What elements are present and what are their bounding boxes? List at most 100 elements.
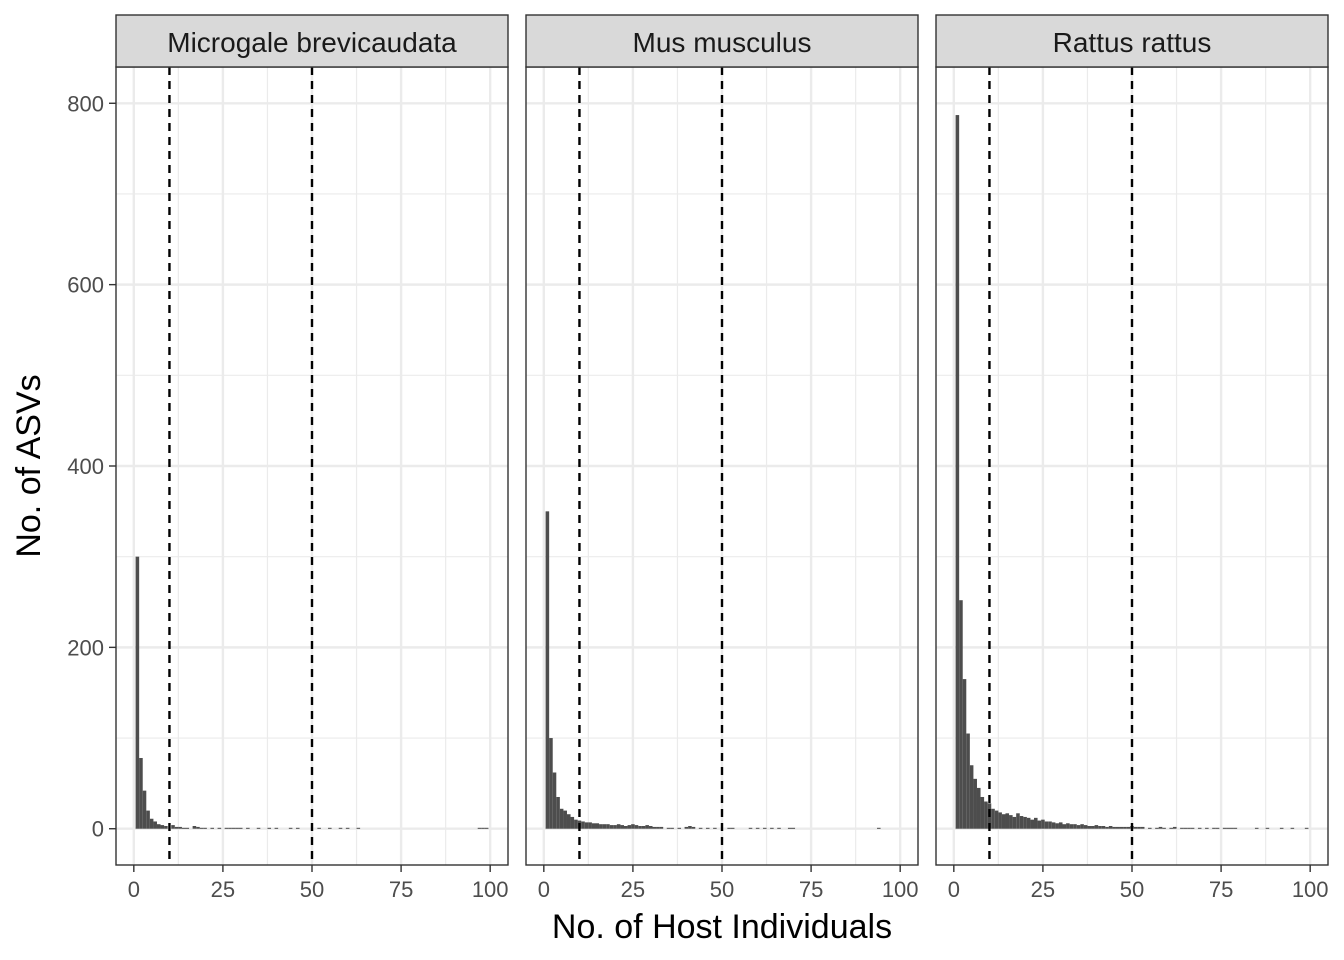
- histogram-bar: [556, 796, 560, 829]
- histogram-bar: [1162, 827, 1166, 829]
- histogram-bar: [1215, 827, 1220, 829]
- histogram-bar: [1290, 827, 1295, 829]
- histogram-bar: [677, 827, 682, 829]
- histogram-bar: [648, 826, 653, 829]
- x-tick-label: 25: [211, 877, 235, 902]
- histogram-bar: [149, 818, 154, 829]
- histogram-bar: [171, 825, 175, 829]
- histogram-bar: [1076, 825, 1081, 829]
- histogram-bar: [231, 827, 236, 829]
- histogram-bar: [991, 808, 995, 829]
- histogram-bar: [545, 511, 550, 829]
- x-tick-label: 75: [1209, 877, 1233, 902]
- histogram-bar: [1058, 822, 1063, 829]
- histogram-bar: [481, 827, 485, 829]
- histogram-bar: [142, 790, 147, 829]
- histogram-bar: [1073, 824, 1077, 829]
- histogram-bar: [256, 827, 261, 829]
- histogram-bar: [199, 827, 204, 829]
- histogram-bar: [156, 824, 161, 829]
- histogram-bar: [1226, 827, 1230, 829]
- histogram-bar: [755, 827, 760, 829]
- histogram-bar: [153, 821, 157, 829]
- y-tick-label: 400: [67, 454, 104, 479]
- histogram-bar: [1212, 827, 1216, 829]
- histogram-bar: [1080, 824, 1084, 829]
- histogram-bar: [1187, 827, 1191, 829]
- x-tick-label: 0: [538, 877, 550, 902]
- histogram-bar: [1105, 826, 1109, 829]
- histogram-bar: [570, 816, 575, 829]
- histogram-bar: [1069, 824, 1074, 829]
- histogram-bar: [620, 825, 624, 829]
- histogram-bar: [584, 822, 589, 829]
- histogram-bar: [160, 825, 165, 829]
- histogram-bar: [705, 827, 710, 829]
- histogram-bar: [181, 827, 186, 829]
- histogram-bar: [670, 827, 674, 829]
- histogram-bar: [552, 772, 557, 829]
- histogram-bar: [1169, 827, 1173, 829]
- histogram-bar: [730, 827, 735, 829]
- histogram-bar: [1119, 826, 1124, 829]
- histogram-bar: [727, 827, 731, 829]
- histogram-bar: [659, 826, 664, 829]
- histogram-bar: [345, 827, 350, 829]
- histogram-bar: [980, 796, 985, 829]
- facet-label: Rattus rattus: [1053, 27, 1212, 58]
- histogram-bar: [1101, 826, 1106, 829]
- histogram-bar: [559, 808, 564, 829]
- histogram-bar: [1051, 822, 1056, 829]
- histogram-bar: [969, 765, 974, 829]
- histogram-bar: [984, 801, 988, 829]
- histogram-bar: [652, 826, 657, 829]
- x-tick-label: 100: [882, 877, 919, 902]
- histogram-bar: [1001, 814, 1006, 829]
- histogram-bar: [295, 827, 300, 829]
- x-tick-label: 75: [799, 877, 823, 902]
- x-tick-label: 50: [300, 877, 324, 902]
- histogram-bar: [164, 826, 168, 829]
- histogram-bar: [595, 823, 600, 829]
- y-tick-label: 800: [67, 91, 104, 116]
- histogram-bar: [356, 827, 361, 829]
- histogram-bar: [574, 819, 578, 829]
- histogram-bar: [1205, 827, 1209, 829]
- y-axis-title: No. of ASVs: [10, 374, 48, 557]
- histogram-bar: [210, 827, 214, 829]
- histogram-bar: [185, 827, 190, 829]
- histogram-bar: [1023, 816, 1027, 829]
- histogram-bar: [178, 826, 182, 829]
- histogram-bar: [966, 733, 970, 829]
- histogram-bar: [624, 826, 628, 829]
- facet-label: Mus musculus: [633, 27, 812, 58]
- histogram-bar: [959, 600, 963, 829]
- histogram-bar: [1126, 826, 1131, 829]
- histogram-bar: [591, 823, 596, 829]
- y-tick-label: 600: [67, 273, 104, 298]
- histogram-bar: [609, 825, 614, 829]
- histogram-bar: [787, 827, 792, 829]
- histogram-bar: [666, 827, 671, 829]
- facet-label: Microgale brevicaudata: [167, 27, 457, 58]
- histogram-bar: [581, 821, 585, 829]
- facet-strip: [115, 14, 509, 68]
- histogram-bar: [1005, 813, 1010, 829]
- histogram-bar: [139, 757, 143, 829]
- histogram-bar: [1137, 826, 1141, 829]
- histogram-bar: [238, 827, 243, 829]
- histogram-bar: [770, 827, 774, 829]
- histogram-bar: [1037, 820, 1042, 829]
- x-tick-label: 100: [1292, 877, 1329, 902]
- histogram-bar: [1048, 821, 1052, 829]
- histogram-bar: [1041, 819, 1045, 829]
- histogram-bar: [1112, 826, 1116, 829]
- histogram-bar: [1009, 815, 1013, 829]
- histogram-bar: [791, 827, 796, 829]
- histogram-bar: [1123, 826, 1127, 829]
- histogram-bar: [1172, 826, 1177, 829]
- histogram-bar: [174, 826, 179, 829]
- histogram-bar: [762, 827, 767, 829]
- histogram-bar: [203, 827, 207, 829]
